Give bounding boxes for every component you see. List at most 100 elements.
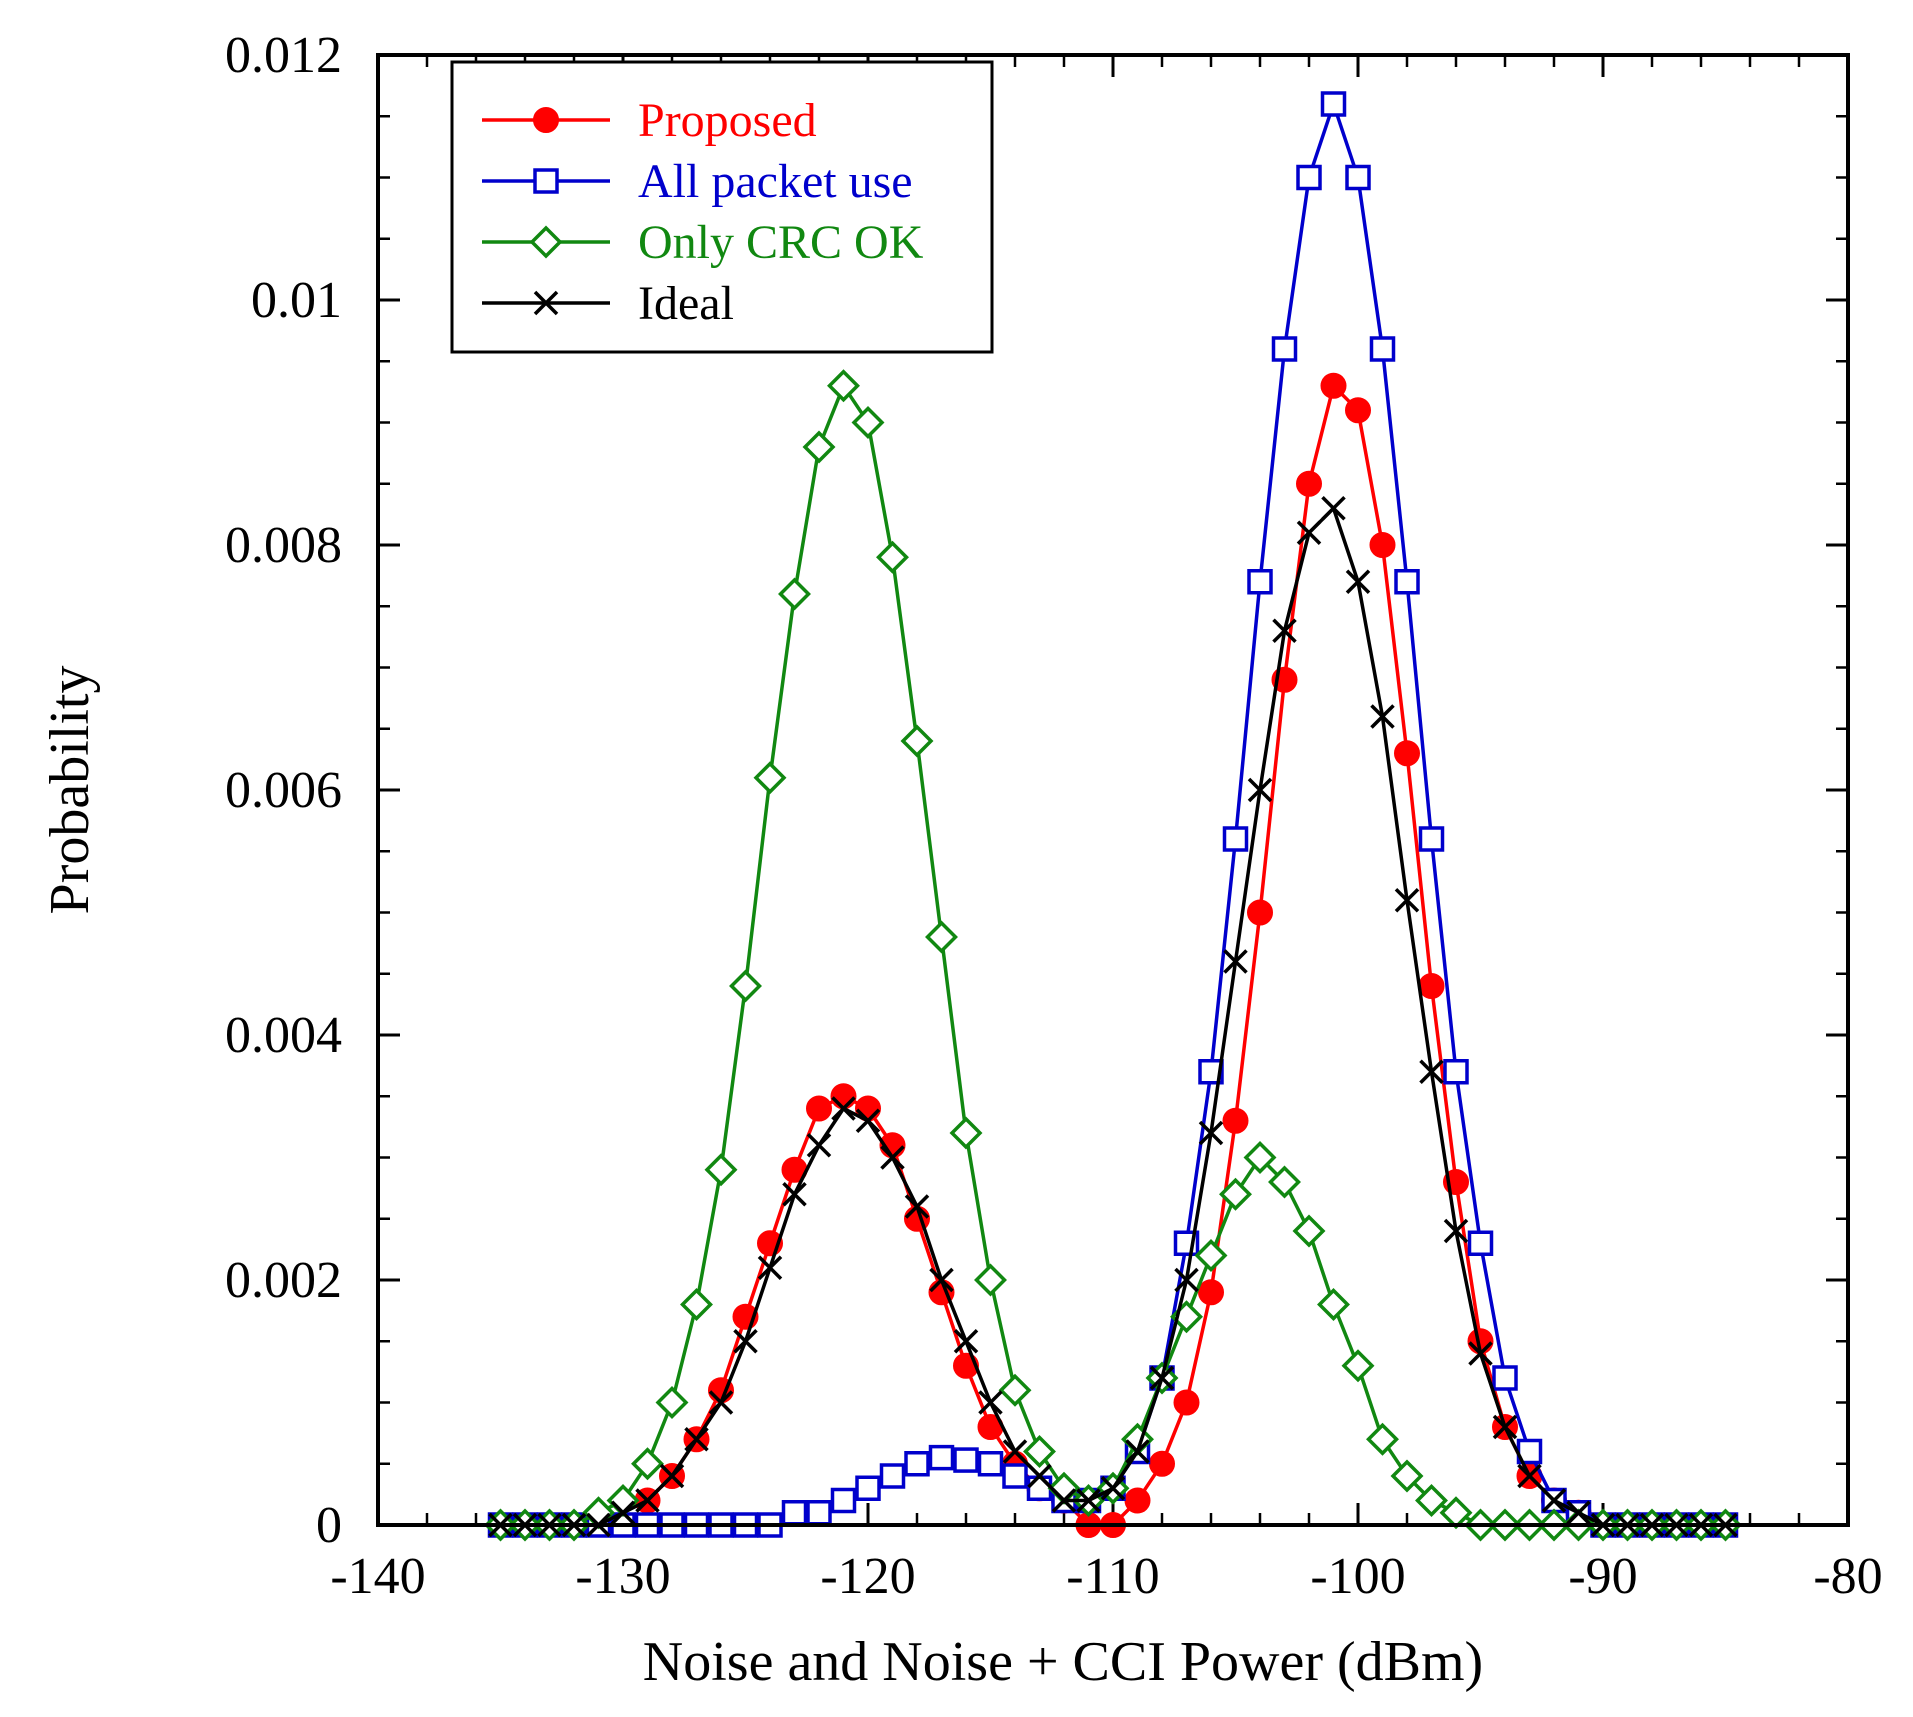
legend-label: Proposed — [638, 94, 817, 147]
data-point — [1243, 1141, 1277, 1174]
data-point — [880, 1145, 905, 1170]
data-point — [904, 1194, 930, 1219]
data-point — [1394, 888, 1420, 913]
data-point — [900, 724, 934, 758]
data-point — [753, 761, 787, 795]
data-point — [876, 540, 909, 574]
data-point — [1100, 1476, 1126, 1501]
x-tick-label: -90 — [1568, 1548, 1637, 1605]
x-tick-label: -80 — [1813, 1548, 1882, 1605]
legend-item: Only CRC OK — [482, 216, 924, 269]
data-point — [1296, 470, 1322, 497]
data-point — [1247, 569, 1273, 595]
data-point — [1125, 1439, 1150, 1464]
data-point — [680, 1288, 713, 1321]
data-point — [1247, 899, 1273, 926]
x-tick-label: -100 — [1310, 1548, 1405, 1605]
y-tick-label: 0 — [316, 1497, 342, 1554]
data-point — [1076, 1488, 1101, 1513]
data-point — [1443, 1059, 1469, 1085]
y-tick-label: 0.012 — [225, 27, 342, 84]
legend-item: Ideal — [482, 277, 734, 330]
data-point — [953, 1447, 979, 1473]
data-point — [806, 1133, 832, 1158]
data-point — [1394, 569, 1420, 595]
data-point — [1198, 1279, 1224, 1306]
data-point — [974, 1263, 1007, 1297]
data-point — [1320, 91, 1347, 117]
y-tick-label: 0.008 — [225, 517, 342, 574]
data-point — [1268, 1165, 1301, 1199]
x-tick-label: -130 — [575, 1548, 670, 1605]
x-tick-label: -140 — [330, 1548, 425, 1605]
data-point — [704, 1153, 738, 1187]
data-point — [1023, 1435, 1056, 1468]
data-point — [806, 1500, 832, 1526]
series-ideal — [488, 496, 1738, 1538]
y-tick-labels: 0 0.002 0.004 0.006 0.008 0.01 0.012 — [225, 27, 342, 1554]
data-point — [733, 1329, 758, 1354]
data-point — [1443, 1218, 1469, 1244]
plot-frame — [376, 53, 1850, 1527]
data-point — [1345, 569, 1371, 594]
data-point — [782, 1182, 807, 1207]
legend-marker — [533, 168, 559, 194]
data-point — [1051, 1488, 1077, 1513]
legend-marker — [533, 107, 559, 133]
data-point — [1439, 1496, 1473, 1530]
data-point — [806, 1095, 832, 1122]
data-point — [1345, 397, 1371, 424]
data-point — [1198, 1120, 1224, 1146]
data-point — [1566, 1500, 1591, 1525]
data-point — [635, 1488, 660, 1513]
data-point — [684, 1427, 709, 1452]
data-point — [1173, 1389, 1200, 1416]
data-point — [708, 1390, 734, 1415]
data-point — [929, 1267, 954, 1293]
data-point — [1271, 336, 1298, 362]
data-point — [1194, 1239, 1228, 1272]
data-point — [1247, 777, 1273, 803]
data-point — [1415, 1484, 1448, 1517]
data-point — [1027, 1463, 1052, 1489]
data-point — [610, 1500, 636, 1525]
y-tick-label: 0.01 — [251, 272, 342, 329]
data-point — [978, 1390, 1003, 1415]
series-line — [500, 506, 1726, 1527]
series-only-crc-ok — [484, 369, 1742, 1542]
legend-item: Proposed — [482, 94, 817, 147]
data-point — [757, 1255, 783, 1280]
data-point — [1002, 1463, 1028, 1489]
data-point — [1026, 1475, 1053, 1501]
data-point — [1222, 826, 1249, 852]
data-point — [655, 1386, 689, 1419]
y-tick-label: 0.002 — [225, 1252, 342, 1309]
legend-marker — [529, 225, 563, 259]
data-point — [1517, 1463, 1542, 1489]
data-point — [831, 1096, 856, 1121]
data-point — [781, 1500, 808, 1526]
data-point — [855, 1475, 881, 1501]
legend: Proposed All packet use Only CRC OK Ideal — [450, 60, 994, 354]
data-point — [1198, 1059, 1224, 1085]
data-point — [778, 577, 811, 611]
x-tick-label: -120 — [820, 1548, 915, 1605]
data-point — [1149, 1450, 1175, 1477]
data-point — [851, 406, 885, 439]
data-point — [1418, 826, 1445, 852]
data-point — [1492, 1414, 1518, 1440]
data-point — [977, 1451, 1004, 1477]
data-point — [928, 1444, 955, 1471]
data-point — [1345, 164, 1371, 191]
data-point — [1341, 1349, 1375, 1383]
data-point — [802, 430, 836, 464]
data-point — [830, 1083, 857, 1110]
data-point — [1320, 372, 1347, 399]
data-point — [827, 369, 860, 403]
data-point — [1149, 1365, 1175, 1391]
data-point — [1222, 1107, 1249, 1134]
data-point — [1418, 973, 1445, 999]
legend-label: All packet use — [638, 155, 913, 208]
data-point — [1370, 704, 1395, 729]
